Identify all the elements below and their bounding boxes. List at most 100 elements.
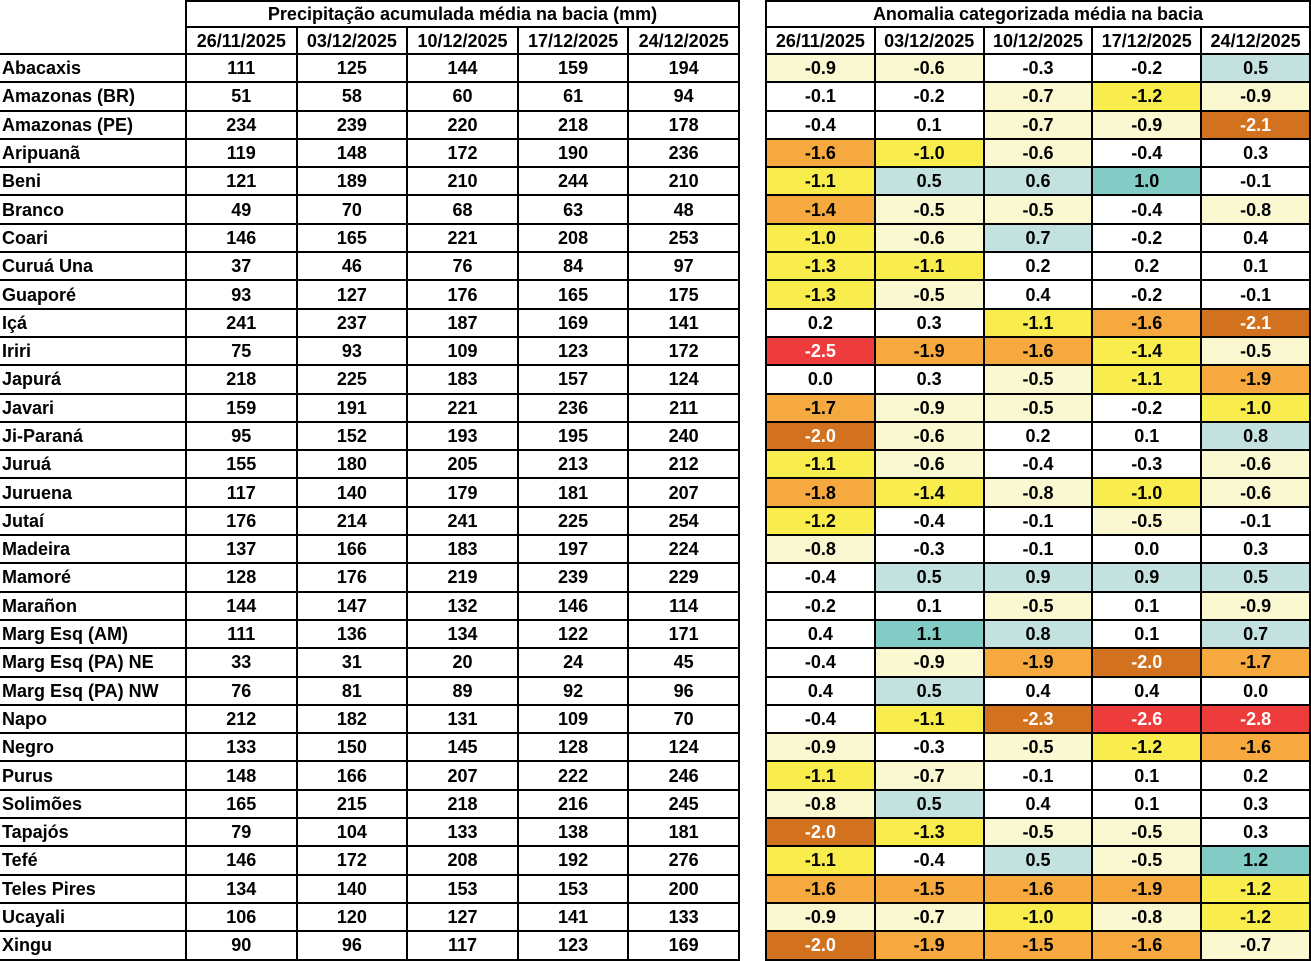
anomaly-cell: -0.9 <box>1200 590 1311 621</box>
anomaly-cell: -2.0 <box>765 420 876 452</box>
anomaly-cell: 0.7 <box>982 222 1094 254</box>
anomaly-cell: -0.4 <box>765 109 876 140</box>
basin-label: Teles Pires <box>0 873 187 904</box>
precip-cell: 121 <box>185 166 298 197</box>
precip-cell: 221 <box>406 222 519 254</box>
anomaly-row: -0.2 0.1 -0.5 0.1 -0.9 <box>765 590 1311 621</box>
precip-cell: 148 <box>185 760 298 791</box>
anomaly-cell: -1.6 <box>765 873 876 904</box>
precip-cell: 207 <box>627 477 740 508</box>
precip-row: Guaporé 93 127 176 165 175 <box>0 279 740 310</box>
precip-cell: 236 <box>516 392 630 423</box>
precip-cell: 60 <box>406 81 519 112</box>
anomaly-cell: -1.6 <box>1200 732 1311 763</box>
precip-cell: 92 <box>516 675 630 706</box>
precip-row: Tefé 146 172 208 192 276 <box>0 845 740 876</box>
precipitation-dates-row: 26/11/2025 03/12/2025 10/12/2025 17/12/2025… <box>0 26 740 55</box>
anomaly-cell: -1.0 <box>765 222 876 254</box>
anomaly-row: -1.7 -0.9 -0.5 -0.2 -1.0 <box>765 392 1311 423</box>
anomaly-row: -2.0 -1.9 -1.5 -1.6 -0.7 <box>765 930 1311 961</box>
precip-cell: 216 <box>516 788 630 820</box>
precip-cell: 165 <box>516 279 630 310</box>
precip-cell: 133 <box>185 732 298 763</box>
anomaly-cell: 0.9 <box>1091 562 1203 593</box>
anomaly-row: -1.4 -0.5 -0.5 -0.4 -0.8 <box>765 194 1311 225</box>
basin-label: Ucayali <box>0 901 187 933</box>
anomaly-row: -1.1 -0.6 -0.4 -0.3 -0.6 <box>765 449 1311 480</box>
anomaly-cell: -1.4 <box>765 194 876 225</box>
date-header: 10/12/2025 <box>982 26 1094 55</box>
precip-cell: 120 <box>295 901 409 933</box>
anomaly-row: -0.4 -1.1 -2.3 -2.6 -2.8 <box>765 703 1311 735</box>
precip-row: Javari 159 191 221 236 211 <box>0 392 740 423</box>
anomaly-row: -0.4 -0.9 -1.9 -2.0 -1.7 <box>765 647 1311 678</box>
anomaly-cell: -1.4 <box>1091 335 1203 367</box>
anomaly-table-title: Anomalia categorizada média na bacia <box>765 0 1311 28</box>
anomaly-cell: 0.5 <box>873 675 985 706</box>
anomaly-cell: -1.4 <box>873 477 985 508</box>
anomaly-cell: -0.5 <box>982 194 1094 225</box>
precip-cell: 133 <box>627 901 740 933</box>
anomaly-cell: 0.1 <box>1091 420 1203 452</box>
anomaly-cell: -0.5 <box>1091 845 1203 876</box>
precip-cell: 134 <box>185 873 298 904</box>
precip-cell: 245 <box>627 788 740 820</box>
precip-cell: 37 <box>185 251 298 282</box>
precip-cell: 194 <box>627 52 740 84</box>
anomaly-cell: 0.4 <box>982 279 1094 310</box>
precip-cell: 224 <box>627 534 740 565</box>
precip-cell: 96 <box>295 930 409 961</box>
precip-cell: 157 <box>516 364 630 395</box>
precip-cell: 165 <box>295 222 409 254</box>
precip-cell: 218 <box>406 788 519 820</box>
precip-cell: 97 <box>627 251 740 282</box>
precip-cell: 128 <box>185 562 298 593</box>
precip-cell: 236 <box>627 137 740 169</box>
basin-label: Napo <box>0 703 187 735</box>
precip-cell: 33 <box>185 647 298 678</box>
anomaly-cell: -2.1 <box>1200 307 1311 338</box>
anomaly-cell: -0.6 <box>1200 449 1311 480</box>
basin-label: Abacaxis <box>0 52 187 84</box>
precip-cell: 124 <box>627 364 740 395</box>
anomaly-cell: -0.2 <box>873 81 985 112</box>
precip-row: Branco 49 70 68 63 48 <box>0 194 740 225</box>
precip-cell: 90 <box>185 930 298 961</box>
precip-cell: 109 <box>406 335 519 367</box>
date-header: 03/12/2025 <box>873 26 985 55</box>
anomaly-cell: 0.4 <box>982 788 1094 820</box>
basin-label: Tapajós <box>0 817 187 848</box>
anomaly-cell: -1.5 <box>982 930 1094 961</box>
basin-label: Japurá <box>0 364 187 395</box>
precip-cell: 137 <box>185 534 298 565</box>
anomaly-cell: -1.9 <box>1200 364 1311 395</box>
corner-cell <box>0 1 187 55</box>
anomaly-cell: -0.5 <box>873 194 985 225</box>
date-header: 03/12/2025 <box>295 26 409 55</box>
precip-row: Marg Esq (PA) NE 33 31 20 24 45 <box>0 647 740 678</box>
anomaly-cell: -0.4 <box>873 505 985 537</box>
anomaly-cell: -2.3 <box>982 703 1094 735</box>
precip-cell: 51 <box>185 81 298 112</box>
precip-cell: 124 <box>627 732 740 763</box>
anomaly-cell: -0.4 <box>982 449 1094 480</box>
anomaly-cell: -0.5 <box>982 817 1094 848</box>
precip-cell: 172 <box>295 845 409 876</box>
anomaly-cell: -0.6 <box>873 420 985 452</box>
precip-row: Teles Pires 134 140 153 153 200 <box>0 873 740 904</box>
anomaly-cell: 0.3 <box>873 307 985 338</box>
precip-cell: 96 <box>627 675 740 706</box>
anomaly-cell: -1.6 <box>1091 307 1203 338</box>
basin-label: Marg Esq (PA) NW <box>0 675 187 706</box>
basin-label: Tefé <box>0 845 187 876</box>
anomaly-cell: -0.5 <box>982 732 1094 763</box>
anomaly-cell: -0.6 <box>982 137 1094 169</box>
anomaly-cell: -2.0 <box>765 930 876 961</box>
precip-cell: 117 <box>185 477 298 508</box>
precipitation-title-row: Precipitação acumulada média na bacia (m… <box>0 0 740 55</box>
precip-cell: 179 <box>406 477 519 508</box>
anomaly-cell: -0.1 <box>765 81 876 112</box>
precip-cell: 212 <box>627 449 740 480</box>
anomaly-cell: -1.2 <box>1091 732 1203 763</box>
precip-cell: 93 <box>295 335 409 367</box>
